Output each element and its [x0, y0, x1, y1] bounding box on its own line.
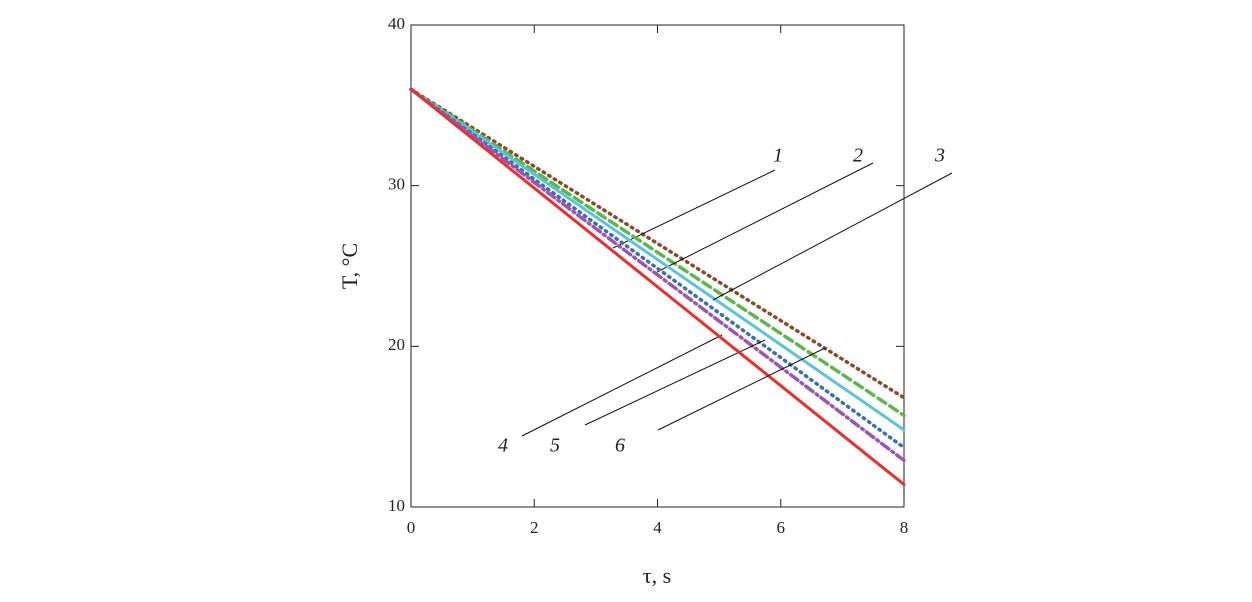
x-tick-label: 8 [900, 518, 909, 537]
x-tick-label: 0 [407, 518, 416, 537]
series-line [409, 87, 906, 400]
series-line [409, 87, 906, 418]
leader-line [656, 162, 874, 273]
y-tick-label: 20 [388, 335, 405, 354]
series-label: 5 [550, 435, 560, 457]
series-label: 2 [853, 145, 863, 167]
series-line [409, 87, 906, 432]
y-tick-label: 10 [388, 496, 405, 515]
x-axis-label: τ, s [643, 563, 671, 588]
y-axis-label: T, °C [337, 243, 362, 289]
y-tick-label: 40 [388, 14, 405, 33]
series-line [409, 87, 906, 450]
leader-line [521, 334, 723, 437]
leader-line [712, 172, 953, 301]
y-tick-label: 30 [388, 175, 405, 194]
series-label: 1 [773, 145, 783, 167]
series-label: 6 [615, 435, 625, 457]
series-line [409, 87, 906, 463]
plot-frame [410, 24, 905, 508]
x-tick-label: 4 [653, 518, 662, 537]
series-label: 4 [498, 435, 508, 457]
series-line [409, 87, 906, 487]
x-tick-label: 2 [530, 518, 539, 537]
series-label: 3 [934, 145, 945, 167]
leader-line [584, 339, 766, 426]
leader-line [612, 169, 776, 249]
leader-line [657, 347, 826, 431]
x-tick-label: 6 [777, 518, 786, 537]
